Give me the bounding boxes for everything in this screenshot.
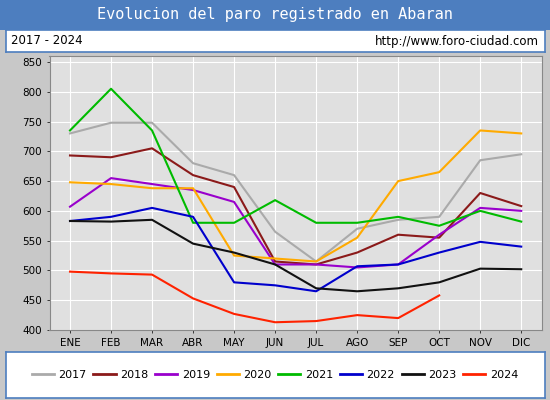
Text: 2017 - 2024: 2017 - 2024 bbox=[11, 34, 82, 48]
Text: http://www.foro-ciudad.com: http://www.foro-ciudad.com bbox=[375, 34, 539, 48]
Text: Evolucion del paro registrado en Abaran: Evolucion del paro registrado en Abaran bbox=[97, 8, 453, 22]
Legend: 2017, 2018, 2019, 2020, 2021, 2022, 2023, 2024: 2017, 2018, 2019, 2020, 2021, 2022, 2023… bbox=[28, 366, 522, 384]
